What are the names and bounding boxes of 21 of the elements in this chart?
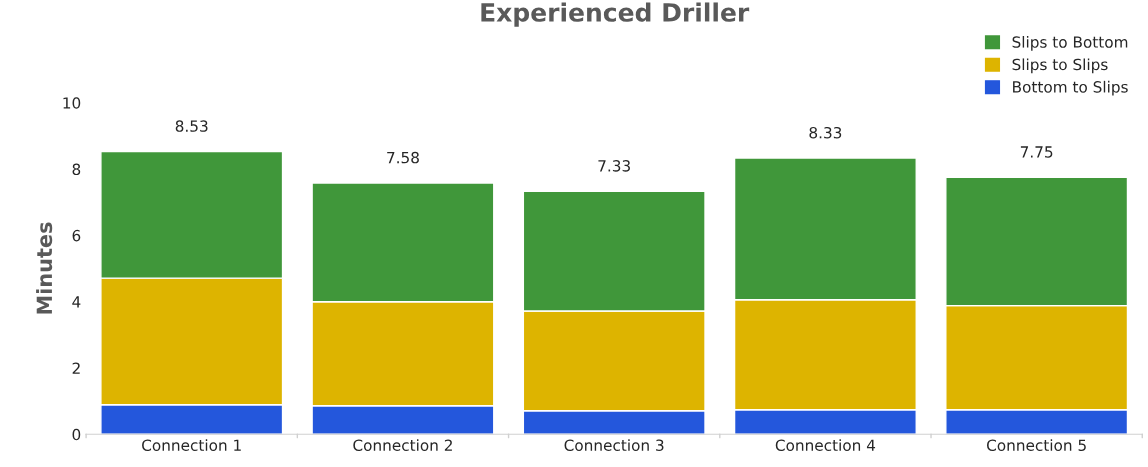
- total-label: 8.53: [175, 120, 208, 132]
- y-axis-title: Minutes: [36, 222, 53, 314]
- x-tick-label: Connection 1: [142, 439, 241, 451]
- total-label: 7.58: [387, 151, 419, 164]
- legend-label: Bottom to Slips: [1013, 80, 1128, 96]
- x-tick-label: Connection 5: [986, 439, 1086, 451]
- total-label: 7.75: [1020, 146, 1053, 158]
- y-tick-label: 6: [72, 229, 81, 242]
- chart-title: Experienced Driller: [481, 2, 750, 27]
- total-label: 8.33: [809, 126, 842, 139]
- y-tick-label: 8: [72, 163, 81, 176]
- y-tick-label: 2: [72, 362, 80, 374]
- x-tick-label: Connection 3: [564, 439, 664, 451]
- legend-label: Slips to Bottom: [1012, 35, 1128, 51]
- y-tick-label: 0: [72, 428, 81, 441]
- total-label: 7.33: [598, 160, 630, 172]
- legend-label: Slips to Slips: [1012, 58, 1108, 74]
- x-tick-label: Connection 2: [353, 439, 452, 451]
- y-tick-label: 4: [72, 296, 81, 308]
- y-tick-label: 10: [63, 97, 81, 109]
- x-tick-label: Connection 4: [775, 439, 876, 451]
